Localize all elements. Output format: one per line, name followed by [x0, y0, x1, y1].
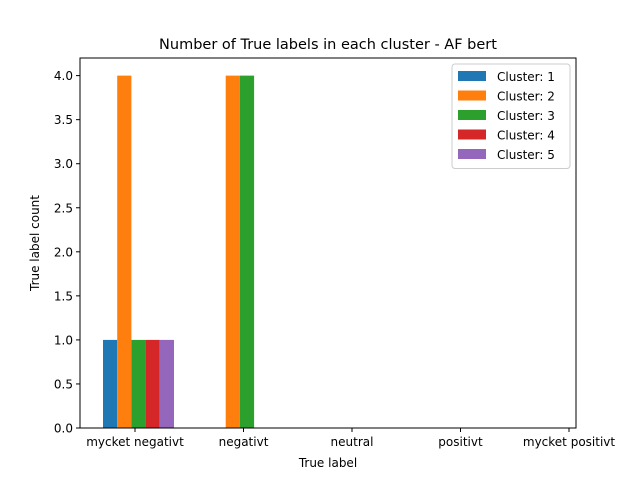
y-tick-label: 0.0	[54, 422, 73, 436]
bar	[225, 75, 240, 428]
x-tick-label: positivt	[438, 435, 483, 449]
legend-box	[451, 63, 571, 169]
legend-label: Cluster: 1	[497, 70, 555, 84]
bars-group	[103, 75, 255, 428]
y-tick-label: 0.5	[54, 377, 73, 391]
x-tick-label: neutral	[331, 435, 374, 449]
legend-label: Cluster: 4	[497, 129, 555, 143]
x-tick-label: mycket positivt	[523, 435, 615, 449]
legend-label: Cluster: 3	[497, 109, 555, 123]
bar	[145, 339, 160, 428]
legend-swatch	[458, 71, 486, 81]
y-tick-label: 2.5	[54, 201, 73, 215]
bar	[117, 75, 132, 428]
y-axis: 0.0 0.5 1.0 1.5 2.0 2.5 3.0 3.5 4.0	[54, 69, 80, 436]
legend: Cluster: 1 Cluster: 2 Cluster: 3 Cluster: 4…	[451, 63, 571, 169]
legend-swatch	[458, 149, 486, 159]
y-axis-label: True label count	[28, 195, 42, 292]
legend-label: Cluster: 2	[497, 90, 555, 104]
legend-swatch	[458, 110, 486, 120]
y-tick-label: 1.5	[54, 289, 73, 303]
x-tick-label: negativt	[219, 435, 269, 449]
y-tick-label: 4.0	[54, 69, 73, 83]
y-tick-label: 3.0	[54, 157, 73, 171]
bar	[159, 339, 174, 428]
legend-swatch	[458, 90, 486, 101]
chart-title: Number of True labels in each cluster - …	[159, 37, 497, 53]
bar	[239, 75, 255, 428]
legend-swatch	[458, 129, 486, 140]
y-tick-label: 2.0	[54, 245, 73, 259]
y-tick-label: 3.5	[54, 113, 73, 127]
legend-label: Cluster: 5	[497, 148, 555, 162]
bar	[103, 339, 118, 428]
y-tick-label: 1.0	[54, 333, 73, 347]
x-axis: mycket negativt negativt neutral positivt my…	[86, 428, 615, 449]
bar	[131, 339, 146, 428]
x-tick-label: mycket negativt	[86, 435, 184, 449]
x-axis-label: True label	[298, 456, 357, 470]
plot-frame	[79, 57, 577, 429]
